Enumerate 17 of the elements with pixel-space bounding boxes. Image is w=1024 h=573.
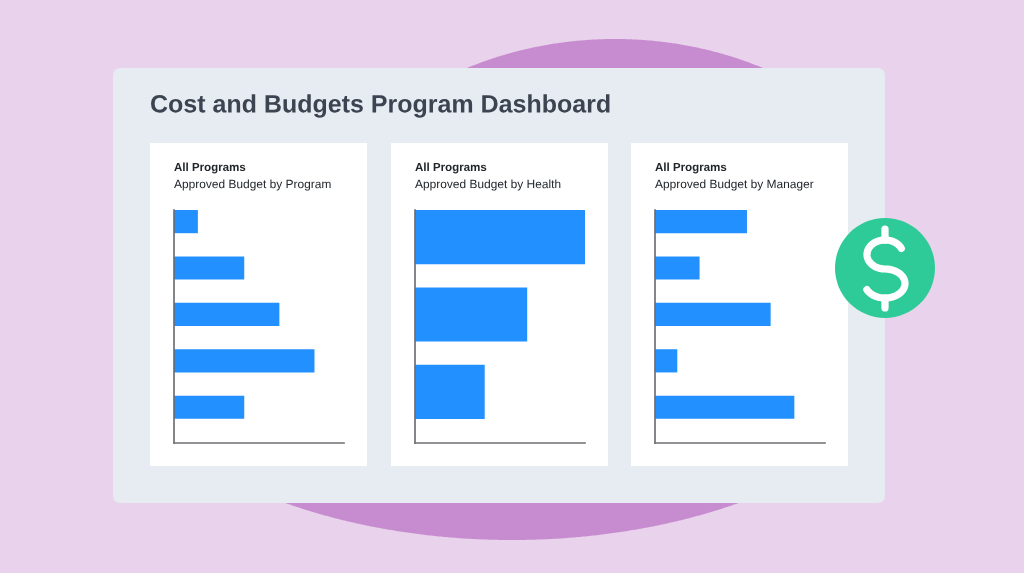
chart-subtitle: Approved Budget by Manager — [655, 179, 814, 191]
bar — [655, 256, 700, 280]
bar — [174, 395, 245, 419]
text: Cost and Budgets Program Dashboard — [151, 94, 610, 118]
bar — [174, 256, 245, 280]
chart-title: All Programs — [174, 162, 246, 174]
bar — [174, 349, 315, 373]
bar — [174, 210, 198, 234]
chart-subtitle: Approved Budget by Program — [174, 179, 331, 191]
bar — [655, 349, 678, 373]
bar — [174, 302, 280, 327]
chart-title: All Programs — [655, 162, 727, 174]
bar — [655, 210, 747, 234]
bar — [655, 395, 795, 419]
chart-subtitle: Approved Budget by Health — [415, 179, 561, 191]
bar — [655, 302, 771, 327]
chart-title: All Programs — [415, 162, 487, 174]
